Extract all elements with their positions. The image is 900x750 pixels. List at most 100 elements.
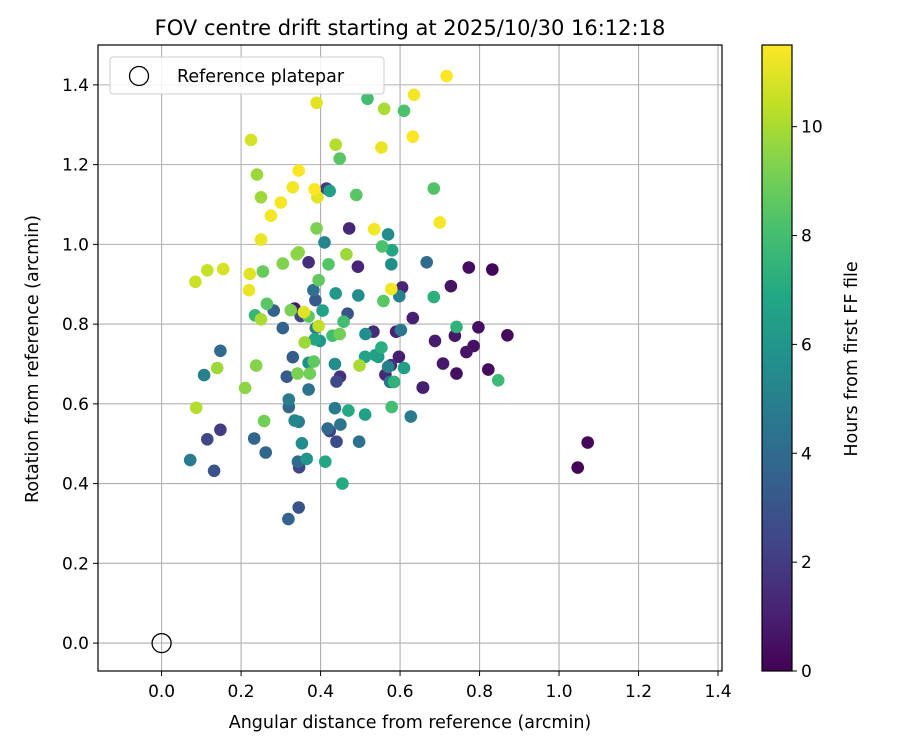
y-tick-label: 0.8 [62, 315, 89, 335]
data-point [250, 168, 264, 181]
colorbar: 0 2 4 6 8 10 Hours from first FF file [761, 44, 862, 682]
data-point [303, 367, 317, 380]
data-point [312, 273, 325, 287]
x-tick-label: 1.2 [625, 682, 652, 702]
data-point [276, 257, 290, 270]
data-point [342, 222, 356, 235]
data-point [308, 183, 321, 196]
y-tick-label: 0.2 [62, 554, 89, 574]
colorbar-tick-label: 8 [801, 227, 812, 247]
data-point [292, 501, 306, 514]
data-point [333, 152, 347, 165]
y-axis-ticks: 0.0 0.2 0.4 0.6 0.8 1.0 1.2 1.4 [62, 76, 98, 654]
data-point [433, 216, 447, 229]
data-point [381, 228, 395, 241]
data-point [214, 423, 227, 437]
data-point [286, 350, 300, 364]
data-point [397, 104, 411, 118]
data-point [420, 255, 434, 269]
data-point [302, 255, 315, 269]
colorbar-tick-label: 10 [801, 118, 823, 138]
data-point [214, 344, 227, 358]
data-point [334, 418, 347, 431]
data-point [183, 453, 197, 467]
data-point [309, 293, 322, 307]
data-point [427, 290, 441, 304]
data-point [254, 233, 268, 246]
data-point [385, 244, 399, 257]
colorbar-tick-label: 6 [801, 335, 812, 355]
data-point [280, 370, 294, 384]
data-point [340, 248, 353, 261]
data-point [350, 188, 363, 202]
data-point [385, 400, 399, 414]
data-point [330, 375, 343, 388]
x-tick-label: 1.0 [546, 682, 573, 702]
colorbar-ticks: 0 2 4 6 8 10 [792, 118, 823, 682]
data-point [352, 289, 365, 302]
colorbar-label: Hours from first FF file [842, 261, 862, 456]
data-point [482, 363, 495, 376]
data-point [259, 446, 273, 459]
x-axis-ticks: 0.0 0.2 0.4 0.6 0.8 1.0 1.2 1.4 [148, 671, 732, 702]
data-point [201, 433, 214, 446]
data-point [282, 512, 295, 526]
data-point [416, 381, 430, 394]
x-tick-label: 0.6 [387, 682, 414, 702]
data-point [392, 350, 406, 364]
data-point [328, 357, 342, 371]
data-point [397, 361, 411, 375]
data-point [207, 464, 221, 478]
data-point [387, 375, 401, 389]
data-point [367, 222, 381, 236]
x-tick-label: 0.0 [148, 682, 175, 702]
x-tick-label: 1.4 [705, 682, 732, 702]
data-point [300, 452, 314, 466]
data-point [257, 414, 271, 428]
data-point [385, 282, 398, 296]
data-point [244, 133, 258, 147]
data-point [210, 361, 224, 375]
data-point [264, 209, 278, 222]
data-point [321, 422, 335, 435]
data-point [295, 437, 309, 450]
data-point [440, 69, 453, 83]
data-point [450, 367, 463, 380]
data-point [247, 432, 261, 445]
data-point [292, 164, 306, 177]
data-point [254, 313, 268, 326]
data-point [274, 196, 288, 209]
x-axis-title: Angular distance from reference (arcmin) [229, 713, 592, 733]
data-point [260, 297, 274, 311]
data-point [571, 461, 584, 474]
axes-frame [97, 44, 723, 672]
data-point [284, 303, 298, 317]
reference-marker [151, 632, 172, 654]
data-point [375, 341, 388, 354]
data-point [282, 393, 296, 406]
data-point [394, 323, 408, 337]
y-tick-label: 0.4 [62, 475, 89, 495]
data-point [436, 357, 450, 370]
data-point [361, 92, 374, 106]
x-tick-label: 0.8 [466, 682, 493, 702]
data-point [256, 265, 270, 278]
data-point [238, 381, 252, 395]
data-point [427, 182, 441, 195]
y-tick-label: 1.4 [62, 76, 89, 96]
data-point [352, 435, 366, 449]
data-point [323, 184, 337, 198]
data-point [197, 368, 211, 382]
data-point [307, 283, 320, 297]
data-point [381, 360, 395, 374]
data-point [189, 401, 203, 415]
data-point [249, 359, 263, 372]
colorbar-tick-label: 4 [801, 444, 812, 464]
data-points [183, 69, 594, 526]
data-point [276, 321, 290, 335]
data-point [353, 359, 366, 372]
legend-label: Reference platepar [177, 67, 345, 87]
data-point [318, 236, 331, 249]
colorbar-gradient [761, 44, 793, 672]
